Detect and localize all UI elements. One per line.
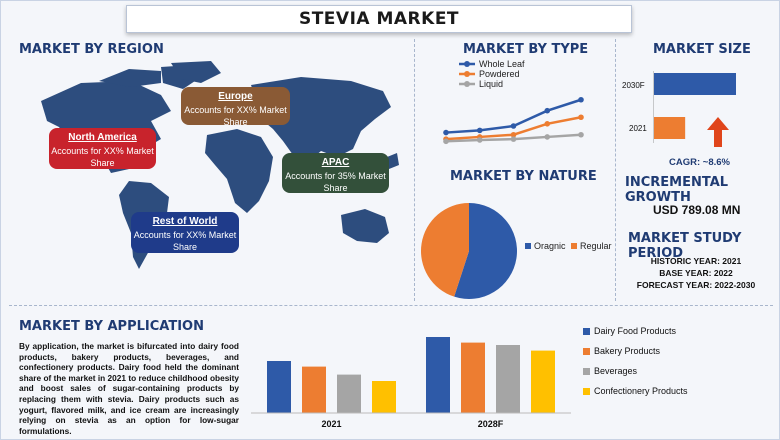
data-point <box>510 123 517 129</box>
size-bar-2030f <box>654 73 736 95</box>
legend-liquid: Liquid <box>479 79 504 89</box>
bar-2021-1 <box>302 366 326 413</box>
size-heading: MARKET SIZE <box>653 42 751 57</box>
nature-legend-organic: Oragnic <box>525 241 566 251</box>
data-point <box>578 96 584 103</box>
region-name: North America <box>68 132 137 143</box>
data-point <box>544 134 551 140</box>
region-name: Europe <box>218 91 253 102</box>
application-bar-chart: 2021 2028F <box>251 337 571 429</box>
divider-horizontal <box>9 305 773 306</box>
type-heading: MARKET BY TYPE <box>463 42 589 57</box>
x-tick-label: 2028F <box>478 419 504 429</box>
legend-swatch-regular <box>571 243 577 249</box>
bar-2028f-3 <box>531 350 555 413</box>
legend-swatch <box>583 328 590 336</box>
growth-value: USD 789.08 MN <box>653 203 741 217</box>
callout-rest-of-world: Rest of World Accounts for XX% Market Sh… <box>131 212 239 253</box>
legend-marker-powdered <box>459 71 475 77</box>
legend-label: Bakery Products <box>594 346 661 356</box>
growth-heading: INCREMENTAL GROWTH <box>625 175 729 205</box>
data-point <box>443 138 449 145</box>
legend-powdered: Powdered <box>479 69 520 79</box>
pie-slice-oragnic <box>454 203 517 299</box>
legend-marker-liquid <box>459 81 475 87</box>
legend-dairy: Dairy Food Products <box>583 326 688 337</box>
x-tick-label: 2021 <box>321 419 341 429</box>
page-title: STEVIA MARKET <box>298 9 460 29</box>
legend-swatch-organic <box>525 243 531 249</box>
legend-marker-whole-leaf <box>459 61 475 67</box>
type-line-chart <box>443 96 584 145</box>
callout-apac: APAC Accounts for 35% Market Share <box>282 153 389 193</box>
period-lines: HISTORIC YEAR: 2021 BASE YEAR: 2022 FORE… <box>631 255 761 291</box>
data-point <box>578 131 584 138</box>
data-point <box>578 114 584 121</box>
region-share-text: Accounts for XX% Market Share <box>133 230 237 252</box>
size-bar-2021 <box>654 117 686 139</box>
data-point <box>544 121 551 127</box>
callout-europe: Europe Accounts for XX% Market Share <box>181 87 290 127</box>
divider-vertical-2 <box>615 39 616 301</box>
application-heading: MARKET BY APPLICATION <box>19 319 204 334</box>
nature-legend-regular: Regular <box>571 241 612 251</box>
pie-slice-regular <box>421 203 469 297</box>
data-point <box>443 129 449 136</box>
data-point <box>510 131 517 138</box>
region-share-text: Accounts for XX% Market Share <box>51 146 154 168</box>
title-bar: STEVIA MARKET <box>126 5 632 33</box>
bar-2021-3 <box>372 381 396 413</box>
size-bar-chart <box>653 71 736 143</box>
up-arrow-icon <box>707 117 729 147</box>
region-share-text: Accounts for 35% Market Share <box>285 171 386 193</box>
data-point <box>476 137 483 143</box>
size-label-2030f: 2030F <box>622 81 645 90</box>
legend-bakery: Bakery Products <box>583 346 688 357</box>
region-heading: MARKET BY REGION <box>19 42 164 57</box>
legend-label: Beverages <box>594 366 638 376</box>
data-point <box>510 136 517 142</box>
legend-swatch <box>583 388 590 396</box>
legend-whole-leaf: Whole Leaf <box>479 59 525 69</box>
legend-swatch <box>583 348 590 356</box>
cagr-text: CAGR: ~8.6% <box>669 157 730 168</box>
application-description: By application, the market is bifurcated… <box>19 341 239 436</box>
bar-2028f-1 <box>461 342 485 413</box>
nature-pie-chart <box>421 203 517 299</box>
bar-2028f-0 <box>426 337 450 413</box>
base-year: BASE YEAR: 2022 <box>659 268 733 278</box>
historic-year: HISTORIC YEAR: 2021 <box>650 256 742 266</box>
bar-2021-2 <box>337 374 361 413</box>
application-legend: Dairy Food Products Bakery Products Beve… <box>583 326 688 406</box>
size-label-2021: 2021 <box>629 124 647 133</box>
callout-north-america: North America Accounts for XX% Market Sh… <box>49 128 156 169</box>
forecast-year: FORECAST YEAR: 2022-2030 <box>636 280 756 290</box>
period-heading: MARKET STUDY PERIOD <box>628 231 742 261</box>
legend-label: Oragnic <box>534 241 566 251</box>
type-legend-markers <box>459 61 475 87</box>
legend-label: Dairy Food Products <box>594 326 677 336</box>
region-share-text: Accounts for XX% Market Share <box>184 105 287 127</box>
nature-heading: MARKET BY NATURE <box>450 169 597 184</box>
legend-label: Confectionery Products <box>594 386 688 396</box>
data-point <box>476 127 483 134</box>
bar-2021-0 <box>267 361 291 413</box>
region-name: Rest of World <box>152 216 218 227</box>
region-name: APAC <box>321 157 350 168</box>
divider-vertical-1 <box>414 39 415 301</box>
legend-label: Regular <box>580 241 612 251</box>
legend-confectionery: Confectionery Products <box>583 386 688 397</box>
data-point <box>544 107 551 114</box>
legend-beverages: Beverages <box>583 366 688 377</box>
legend-swatch <box>583 368 590 376</box>
bar-2028f-2 <box>496 345 520 413</box>
